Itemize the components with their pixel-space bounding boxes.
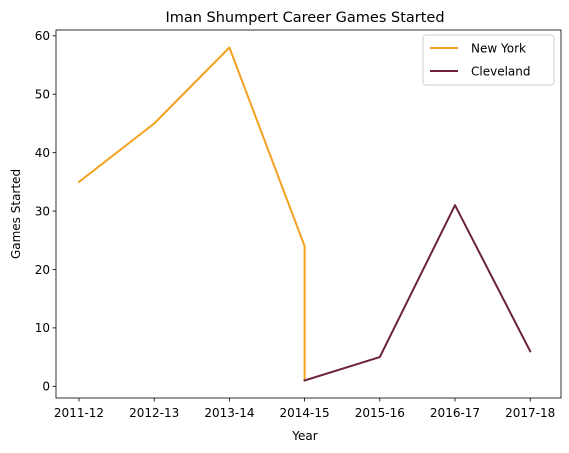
- x-tick-label: 2014-15: [280, 406, 330, 420]
- y-axis: 0 10 20 30 40 50 60: [35, 29, 56, 394]
- x-axis: 2011-12 2012-13 2013-14 2014-15 2015-16 2016-…: [54, 398, 555, 420]
- x-tick-label: 2012-13: [129, 406, 179, 420]
- legend-label-1: Cleveland: [471, 64, 531, 78]
- chart-title: Iman Shumpert Career Games Started: [165, 10, 444, 26]
- y-tick-label: 40: [35, 146, 50, 160]
- x-tick-label: 2016-17: [430, 406, 480, 420]
- plot-frame: [55, 29, 562, 399]
- y-axis-label: Games Started: [9, 169, 23, 259]
- x-axis-label: Year: [291, 429, 317, 443]
- series-layer: [77, 46, 532, 382]
- legend: New York Cleveland: [422, 34, 555, 86]
- x-tick-label: 2013-14: [204, 406, 254, 420]
- x-tick-label: 2015-16: [355, 406, 405, 420]
- series-line-1: [303, 204, 532, 382]
- plot-area: [56, 30, 561, 398]
- y-tick-label: 10: [35, 321, 50, 335]
- legend-label-0: New York: [471, 41, 526, 55]
- x-tick-label: 2011-12: [54, 406, 104, 420]
- y-tick-label: 20: [35, 263, 50, 277]
- series-line-0: [77, 46, 306, 382]
- y-tick-label: 30: [35, 204, 50, 218]
- y-tick-label: 50: [35, 88, 50, 102]
- x-tick-label: 2017-18: [505, 406, 555, 420]
- y-tick-label: 60: [35, 29, 50, 43]
- y-tick-label: 0: [42, 380, 50, 394]
